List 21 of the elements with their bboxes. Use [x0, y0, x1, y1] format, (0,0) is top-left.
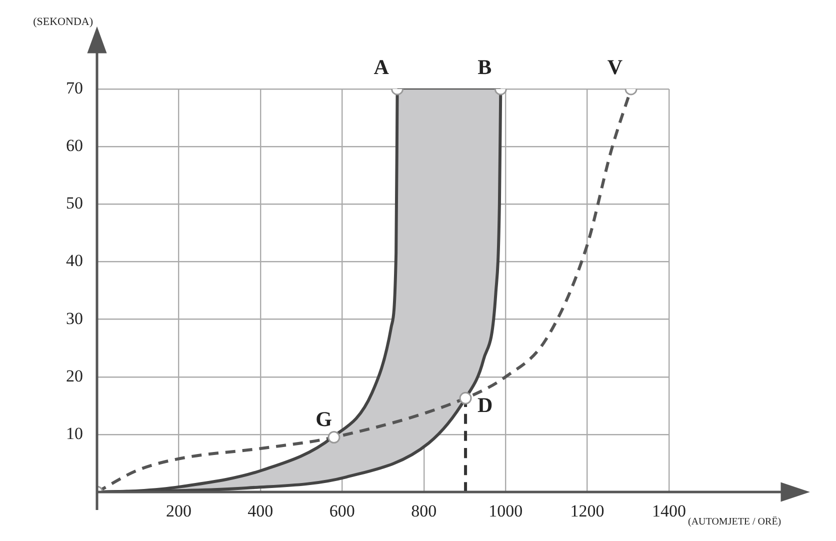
annotation: D [478, 393, 493, 418]
annotation: V [607, 54, 623, 79]
x-axis-title: (AUTOMJETE / ORË) [688, 516, 782, 528]
y-tick-label: 60 [66, 136, 83, 156]
y-tick-label: 20 [66, 366, 83, 386]
y-tick-label: 70 [66, 78, 83, 98]
x-tick-label: 1200 [570, 502, 604, 521]
y-tick-label: 30 [66, 308, 83, 328]
x-tick-label: 200 [166, 502, 192, 521]
x-tick-label: 800 [411, 502, 437, 521]
annotation: A [374, 54, 390, 79]
y-axis-title: (SEKONDA) [33, 16, 94, 28]
x-tick-label: 400 [248, 502, 274, 521]
annotation: B [478, 54, 492, 79]
y-tick-label: 40 [66, 251, 83, 270]
x-tick-label: 1400 [652, 502, 686, 521]
x-tick-label: 1000 [488, 502, 523, 521]
x-tick-label: 600 [329, 502, 355, 521]
y-tick-label: 10 [66, 424, 83, 443]
annotation: G [316, 407, 332, 432]
y-tick-label: 50 [66, 194, 83, 213]
